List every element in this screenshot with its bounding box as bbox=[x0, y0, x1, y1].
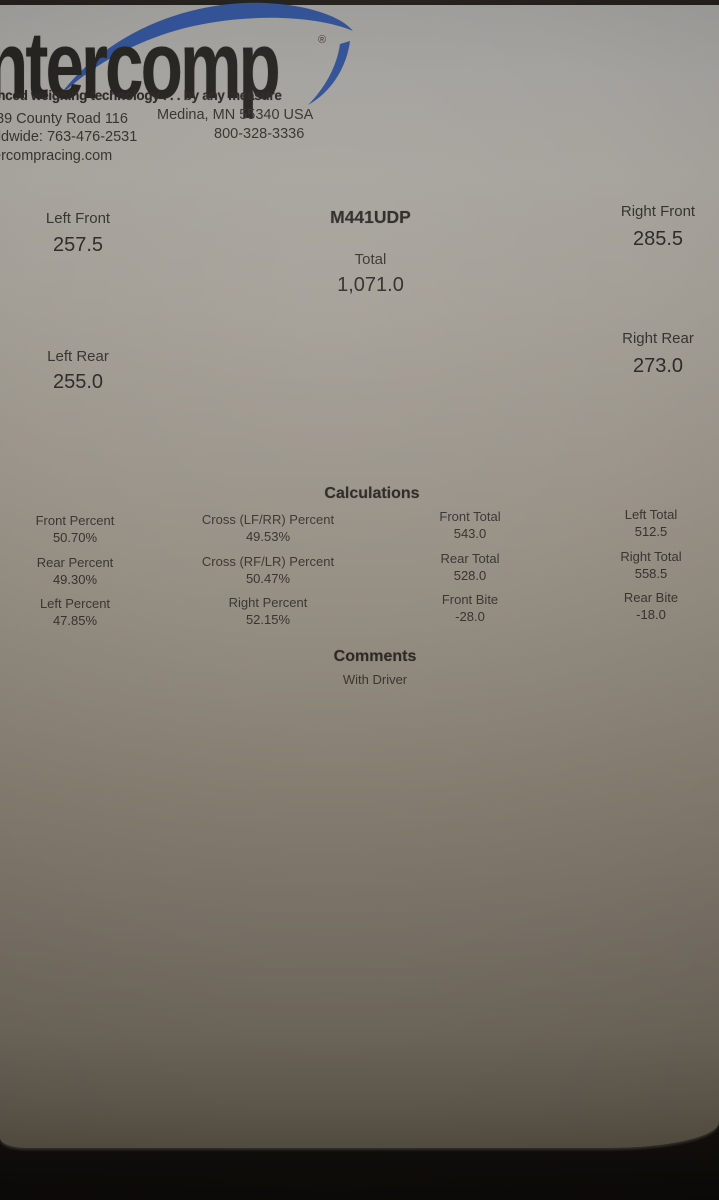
left-rear-weight: Left Rear 255.0 bbox=[8, 348, 148, 393]
comment-text: With Driver bbox=[342, 672, 408, 687]
calc-label: Front Bite bbox=[441, 592, 499, 607]
calc-label: Left Total bbox=[624, 507, 678, 522]
calc-label: Rear Percent bbox=[36, 555, 114, 570]
intercomp-swoosh-icon bbox=[57, 2, 353, 105]
total-weight-value: 1,071.0 bbox=[337, 274, 404, 296]
calc-right-total: Right Total 558.5 bbox=[574, 549, 719, 581]
calc-front-total: Front Total 543.0 bbox=[393, 509, 547, 541]
calc-label: Rear Bite bbox=[623, 590, 679, 605]
calc-value: 50.70% bbox=[52, 530, 98, 545]
right-front-weight: Right Front 285.5 bbox=[588, 203, 719, 250]
right-rear-weight: Right Rear 273.0 bbox=[588, 330, 719, 377]
left-front-label: Left Front bbox=[45, 210, 111, 227]
left-front-weight: Left Front 257.5 bbox=[8, 210, 148, 256]
calc-cross-rf-lr-percent: Cross (RF/LR) Percent 50.47% bbox=[175, 554, 361, 586]
total-weight-label: Total bbox=[354, 251, 387, 268]
calc-cross-lf-rr-percent: Cross (LF/RR) Percent 49.53% bbox=[175, 512, 361, 544]
calc-value: 543.0 bbox=[453, 526, 487, 541]
calc-value: 512.5 bbox=[634, 524, 668, 539]
address-city: Medina, MN 55340 USA bbox=[157, 107, 314, 123]
calc-front-bite: Front Bite -28.0 bbox=[393, 592, 547, 624]
phone-tollfree: 800-328-3336 bbox=[214, 126, 305, 142]
calc-label: Right Percent bbox=[228, 595, 308, 610]
calc-label: Cross (RF/LR) Percent bbox=[201, 554, 335, 569]
registered-trademark-symbol: ® bbox=[318, 34, 327, 46]
left-rear-value: 255.0 bbox=[52, 371, 104, 393]
printed-report-sheet bbox=[0, 5, 719, 1148]
comments-title: Comments bbox=[333, 648, 417, 665]
right-front-value: 285.5 bbox=[632, 228, 684, 250]
right-rear-label: Right Rear bbox=[622, 330, 694, 347]
calc-left-percent: Left Percent 47.85% bbox=[5, 596, 145, 628]
calc-rear-bite: Rear Bite -18.0 bbox=[574, 590, 719, 622]
calc-label: Left Percent bbox=[39, 596, 111, 611]
calc-value: 558.5 bbox=[634, 566, 668, 581]
calc-value: 49.53% bbox=[245, 529, 291, 544]
left-rear-label: Left Rear bbox=[47, 348, 109, 365]
calc-right-percent: Right Percent 52.15% bbox=[175, 595, 361, 627]
calc-label: Rear Total bbox=[440, 551, 500, 566]
calculations-title: Calculations bbox=[324, 485, 420, 502]
right-rear-value: 273.0 bbox=[632, 355, 684, 377]
calc-label: Right Total bbox=[620, 549, 682, 564]
calc-front-percent: Front Percent 50.70% bbox=[5, 513, 145, 545]
calc-value: 528.0 bbox=[453, 568, 487, 583]
calc-label: Front Total bbox=[439, 509, 501, 524]
calc-value: 50.47% bbox=[245, 571, 291, 586]
calc-value: 52.15% bbox=[245, 612, 291, 627]
calc-rear-percent: Rear Percent 49.30% bbox=[5, 555, 145, 587]
address-street: 89 County Road 116 bbox=[0, 111, 128, 127]
calc-value: -28.0 bbox=[455, 609, 485, 624]
calc-left-total: Left Total 512.5 bbox=[574, 507, 719, 539]
calc-label: Front Percent bbox=[35, 513, 115, 528]
scale-model-number: M441UDP bbox=[330, 207, 411, 227]
website: ercompracing.com bbox=[0, 148, 113, 164]
calc-rear-total: Rear Total 528.0 bbox=[393, 551, 547, 583]
phone-worldwide: rldwide: 763-476-2531 bbox=[0, 129, 138, 145]
calc-value: 49.30% bbox=[52, 572, 98, 587]
right-front-label: Right Front bbox=[620, 203, 696, 220]
company-tagline: anced weighing technology . . . by any m… bbox=[0, 88, 282, 103]
calc-value: -18.0 bbox=[636, 607, 666, 622]
calc-label: Cross (LF/RR) Percent bbox=[201, 512, 335, 527]
left-front-value: 257.5 bbox=[52, 234, 104, 256]
calc-value: 47.85% bbox=[52, 613, 98, 628]
intercomp-wordmark: ntercomp bbox=[0, 12, 281, 119]
